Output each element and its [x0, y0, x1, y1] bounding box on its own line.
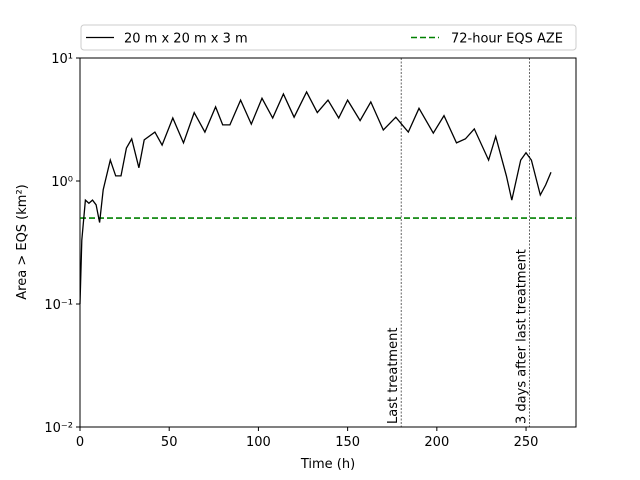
- x-tick-label: 150: [335, 435, 360, 450]
- y-tick-label: 10⁻¹: [44, 298, 73, 313]
- y-tick-label: 10¹: [51, 52, 73, 67]
- legend-label: 72-hour EQS AZE: [451, 32, 563, 47]
- y-tick-label: 10⁻²: [44, 421, 73, 436]
- x-tick-label: 250: [514, 435, 539, 450]
- plot-frame: [79, 57, 577, 428]
- legend-label: 20 m x 20 m x 3 m: [124, 32, 248, 47]
- y-axis-label: Area > EQS (km²): [15, 184, 30, 299]
- x-axis-label: Time (h): [300, 457, 355, 472]
- annotation-text: Last treatment: [386, 328, 401, 424]
- x-tick-label: 0: [76, 435, 84, 450]
- legend-box: [80, 24, 577, 51]
- x-tick-label: 100: [246, 435, 271, 450]
- y-tick-label: 10⁰: [51, 175, 73, 190]
- x-tick-label: 50: [161, 435, 178, 450]
- annotation-text: 3 days after last treatment: [515, 249, 530, 424]
- data-line: [79, 90, 552, 305]
- x-tick-label: 200: [424, 435, 449, 450]
